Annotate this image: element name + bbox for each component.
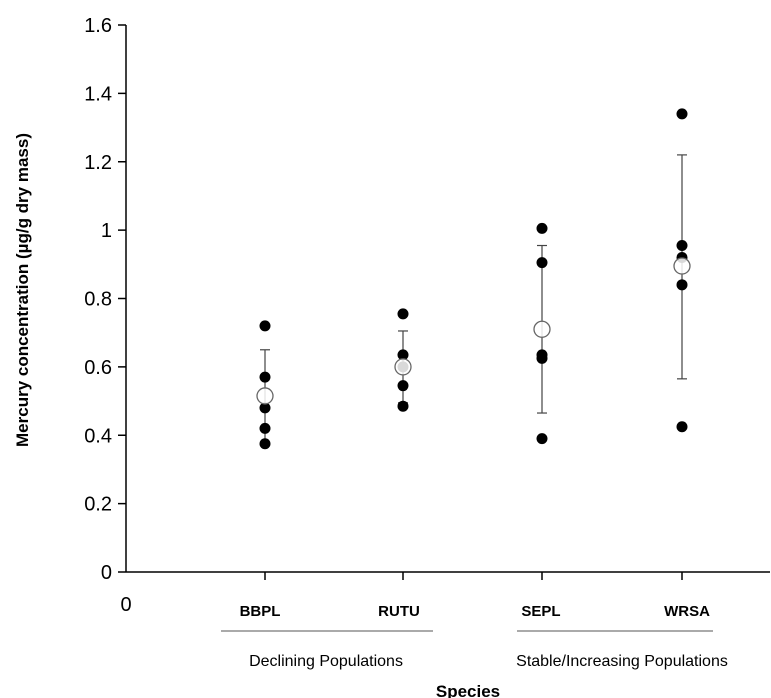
y-tick-label-5: 1 — [101, 220, 112, 242]
x-axis-title: Species — [436, 682, 500, 698]
point-sepl-1 — [536, 257, 548, 269]
y-tick-label-4: 0.8 — [84, 289, 112, 311]
point-wrsa-0 — [676, 108, 688, 120]
x-origin-label: 0 — [120, 594, 131, 616]
y-tick-label-7: 1.4 — [84, 83, 112, 105]
mean-marker-sepl — [533, 320, 551, 338]
x-ticks — [264, 572, 683, 580]
point-sepl-0 — [536, 222, 548, 234]
category-label-sepl: SEPL — [521, 603, 560, 620]
y-tick-label-1: 0.2 — [84, 494, 112, 516]
mean-marker-bbpl — [256, 387, 274, 405]
group-label-1: Stable/Increasing Populations — [516, 653, 728, 670]
y-tick-label-2: 0.4 — [84, 425, 112, 447]
group-label-0: Declining Populations — [249, 653, 403, 670]
y-axis-title: Mercury concentration (µg/g dry mass) — [13, 133, 32, 447]
y-tick-label-6: 1.2 — [84, 152, 112, 174]
category-labels: BBPL RUTU SEPL WRSA — [240, 603, 711, 620]
point-rutu-0 — [397, 308, 409, 320]
category-label-wrsa: WRSA — [664, 603, 710, 620]
mean-markers — [256, 257, 691, 405]
point-wrsa-3 — [676, 279, 688, 291]
point-bbpl-3 — [259, 422, 271, 434]
point-sepl-3 — [536, 352, 548, 364]
y-tick-label-8: 1.6 — [84, 15, 112, 37]
category-label-bbpl: BBPL — [240, 603, 281, 620]
point-rutu-4 — [397, 400, 409, 412]
point-wrsa-1 — [676, 240, 688, 252]
point-sepl-4 — [536, 433, 548, 445]
point-rutu-3 — [397, 380, 409, 392]
group-brackets: Declining Populations Stable/Increasing P… — [221, 630, 728, 670]
point-bbpl-4 — [259, 438, 271, 450]
mean-marker-rutu — [394, 358, 412, 376]
mean-marker-wrsa — [673, 257, 691, 275]
data-points — [259, 108, 688, 450]
y-tick-label-3: 0.6 — [84, 357, 112, 379]
point-wrsa-4 — [676, 421, 688, 433]
point-bbpl-0 — [259, 320, 271, 332]
category-label-rutu: RUTU — [378, 603, 420, 620]
y-ticks: 0 0.2 0.4 0.6 0.8 1 1.2 1.4 1.6 — [84, 15, 126, 584]
errorbars — [260, 154, 687, 443]
point-rutu-1 — [397, 349, 409, 361]
point-bbpl-1 — [259, 371, 271, 383]
point-bbpl-2 — [259, 402, 271, 414]
y-tick-label-0: 0 — [101, 562, 112, 584]
